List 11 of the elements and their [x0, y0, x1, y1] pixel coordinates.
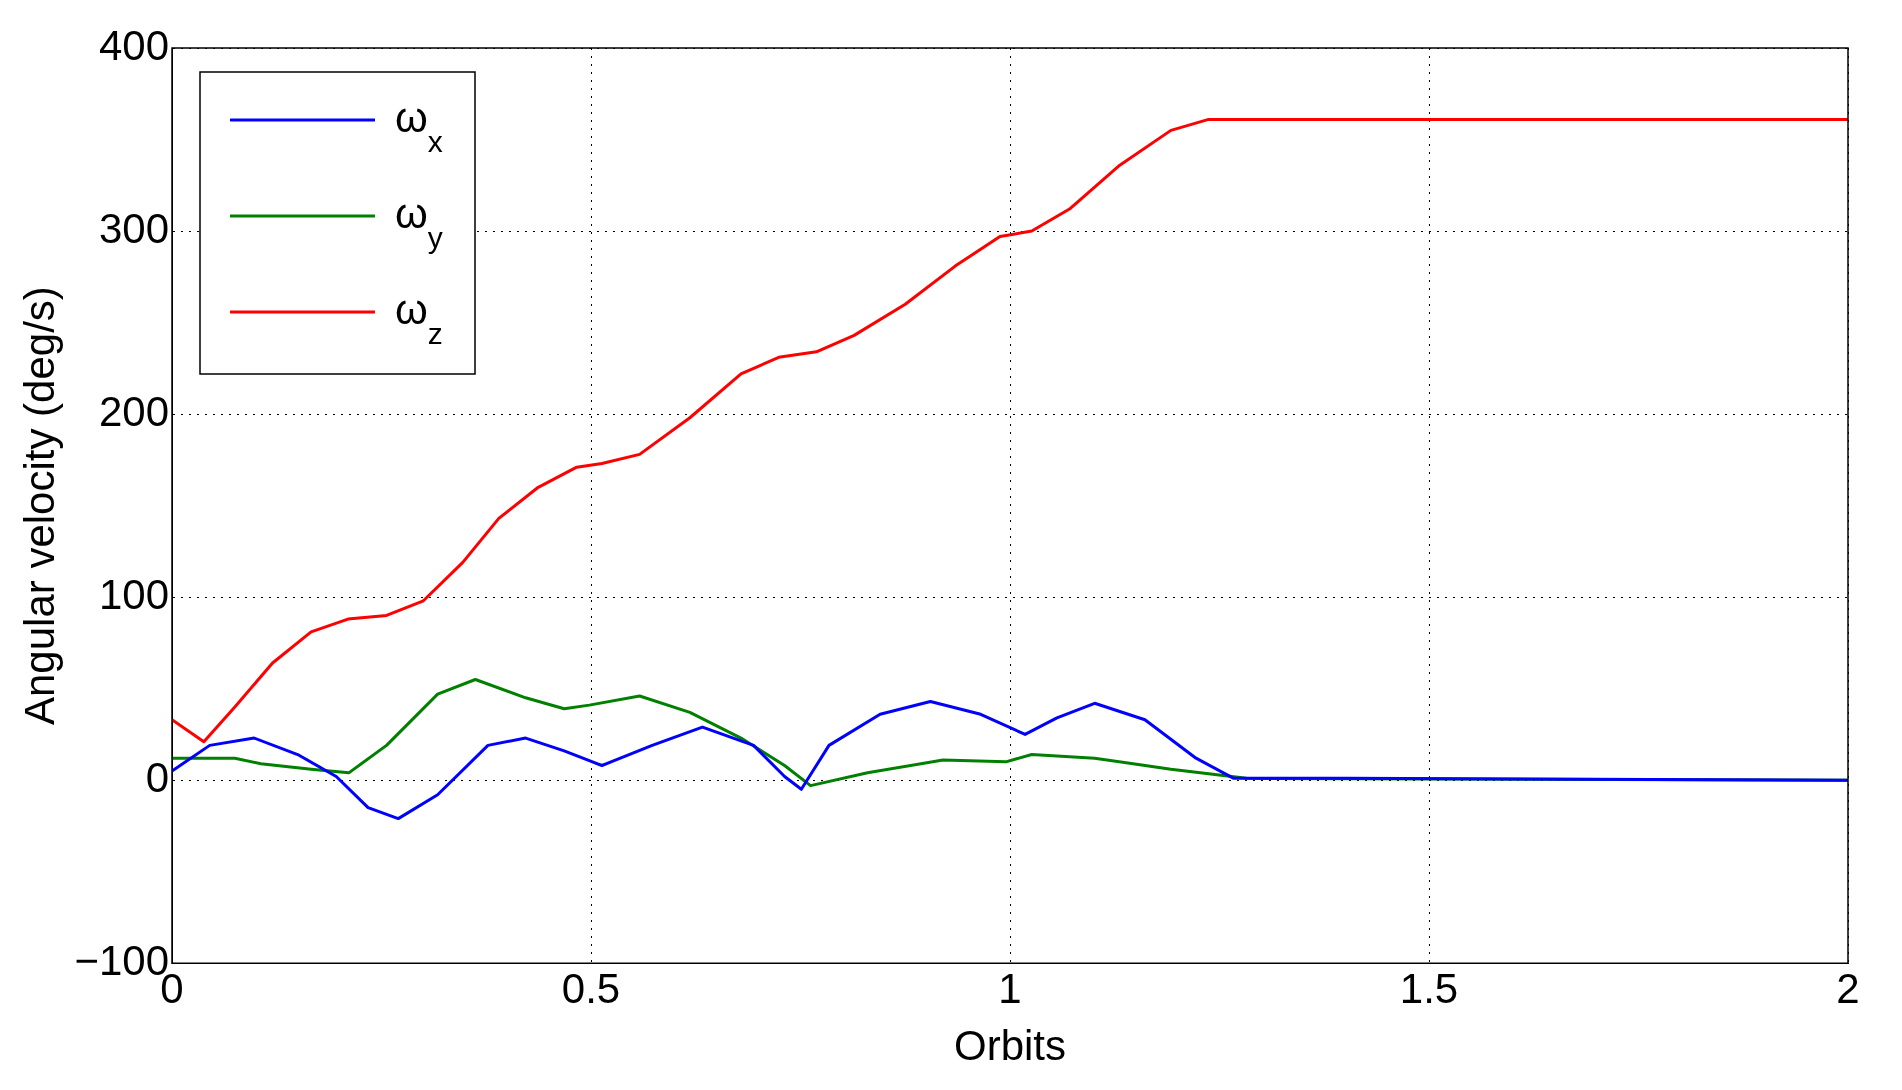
y-tick-label: 200 — [98, 387, 169, 435]
y-tick-label: 400 — [98, 21, 169, 69]
y-axis-title: Angular velocity (deg/s) — [15, 286, 63, 726]
x-axis-title: Orbits — [953, 1022, 1067, 1070]
y-tick-label: 300 — [98, 204, 169, 252]
y-tick-label: 100 — [98, 570, 169, 618]
y-tick-label: 0 — [145, 753, 169, 801]
x-tick-label: 1.5 — [1399, 964, 1459, 1012]
x-tick-label: 0.5 — [561, 964, 621, 1012]
x-tick-label: 2 — [1836, 964, 1860, 1012]
x-tick-label: 1 — [998, 964, 1022, 1012]
